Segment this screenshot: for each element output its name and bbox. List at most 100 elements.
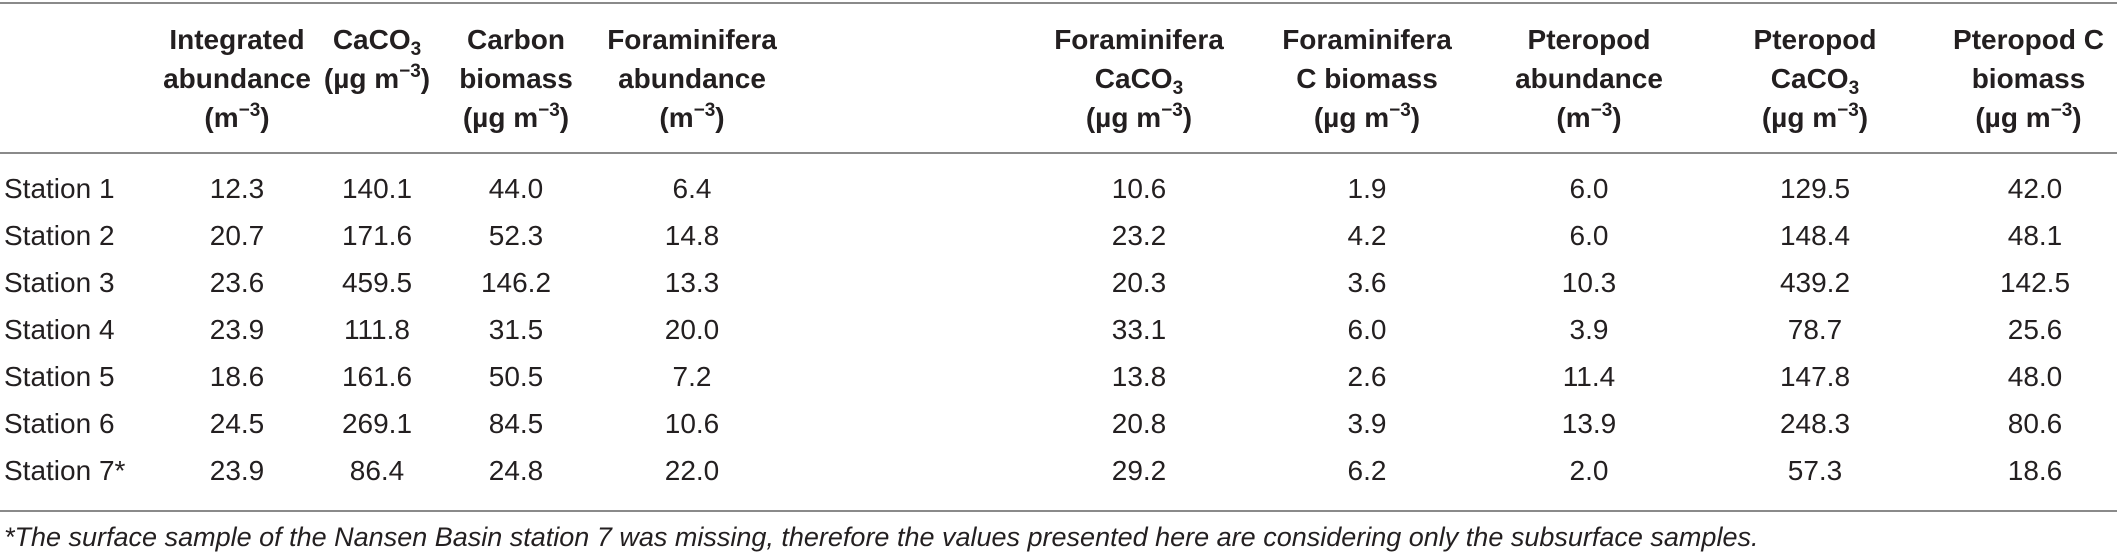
table-cell: 269.1 xyxy=(341,408,413,439)
header-unit: (m−3) xyxy=(1515,98,1663,137)
header-unit: (µg m−3) xyxy=(1953,98,2104,137)
table-row: Station 2 20.7 171.6 52.3 14.8 23.2 4.2 6.0 148.… xyxy=(0,212,2117,259)
table-cell: 78.7 xyxy=(1787,314,1843,345)
header-pteropod-abundance: Pteropod abundance (m−3) xyxy=(1494,20,1684,142)
row-label: Station 1 xyxy=(4,173,115,204)
unit-text: ) xyxy=(715,102,725,133)
table-row: Station 1 12.3 140.1 44.0 6.4 10.6 1.9 6.0 129.5… xyxy=(0,165,2117,212)
unit-text: (m xyxy=(204,102,239,133)
unit-exponent: −3 xyxy=(1161,100,1183,121)
table-cell: 6.0 xyxy=(1569,220,1609,251)
unit-exponent: −3 xyxy=(238,100,261,121)
unit-text: (µg m xyxy=(1975,102,2051,133)
subscript: 3 xyxy=(410,39,422,60)
table-bottom-rule xyxy=(0,510,2117,512)
table-cell: 80.6 xyxy=(2007,408,2063,439)
subscript: 3 xyxy=(1848,78,1860,99)
table-row: Station 5 18.6 161.6 50.5 7.2 13.8 2.6 11.4 147.… xyxy=(0,353,2117,400)
header-text: CaCO xyxy=(332,24,411,55)
row-label: Station 2 xyxy=(4,220,115,251)
table-cell: 33.1 xyxy=(1111,314,1167,345)
unit-exponent: −3 xyxy=(1837,100,1859,121)
header-line: biomass xyxy=(1971,63,2086,94)
header-pteropod-c-biomass: Pteropod C biomass (µg m−3) xyxy=(1940,20,2117,142)
header-unit: (µg m−3) xyxy=(459,98,573,137)
table-cell: 1.9 xyxy=(1347,173,1387,204)
table-footnote: *The surface sample of the Nansen Basin … xyxy=(4,522,1759,552)
table-cell: 161.6 xyxy=(341,361,413,392)
header-line: Pteropod C xyxy=(1953,24,2104,55)
table-cell: 4.2 xyxy=(1347,220,1387,251)
table-cell: 84.5 xyxy=(488,408,544,439)
table-cell: 2.6 xyxy=(1347,361,1387,392)
unit-exponent: −3 xyxy=(1389,100,1411,121)
table-cell: 23.6 xyxy=(209,267,265,298)
table-row: Station 6 24.5 269.1 84.5 10.6 20.8 3.9 13.9 248… xyxy=(0,400,2117,447)
table-cell: 6.0 xyxy=(1569,173,1609,204)
table-cell: 6.2 xyxy=(1347,455,1387,486)
unit-text: ) xyxy=(1182,102,1193,133)
unit-text: ) xyxy=(1410,102,1421,133)
table-cell: 146.2 xyxy=(480,267,552,298)
table-cell: 23.2 xyxy=(1111,220,1167,251)
unit-exponent: −3 xyxy=(2050,100,2073,121)
header-carbon-biomass: Carbon biomass (µg m−3) xyxy=(421,20,611,142)
table-cell: 57.3 xyxy=(1787,455,1843,486)
table-cell: 44.0 xyxy=(488,173,544,204)
table-cell: 25.6 xyxy=(2007,314,2063,345)
header-foraminifera-abundance: Foraminifera abundance (m−3) xyxy=(587,20,797,142)
table-cell: 12.3 xyxy=(209,173,265,204)
table-cell: 6.0 xyxy=(1347,314,1387,345)
header-line: Pteropod xyxy=(1753,24,1877,55)
table-cell: 148.4 xyxy=(1779,220,1851,251)
header-unit: (µg m−3) xyxy=(1054,98,1224,137)
table-cell: 20.8 xyxy=(1111,408,1167,439)
header-pteropod-caco3: Pteropod CaCO3 (µg m−3) xyxy=(1720,20,1910,142)
table-row: Station 4 23.9 111.8 31.5 20.0 33.1 6.0 3.9 78.7… xyxy=(0,306,2117,353)
table-cell: 18.6 xyxy=(209,361,265,392)
header-line: biomass xyxy=(459,63,573,94)
table-cell: 10.3 xyxy=(1561,267,1617,298)
header-line: abundance xyxy=(618,63,766,94)
table-cell: 23.9 xyxy=(209,314,265,345)
header-text: CaCO xyxy=(1094,63,1173,94)
unit-exponent: −3 xyxy=(538,100,560,121)
table-cell: 31.5 xyxy=(488,314,544,345)
row-label: Station 3 xyxy=(4,267,115,298)
unit-exponent: −3 xyxy=(399,61,421,82)
table-cell: 439.2 xyxy=(1779,267,1851,298)
unit-exponent: −3 xyxy=(1590,100,1613,121)
table-row: Station 3 23.6 459.5 146.2 13.3 20.3 3.6 10.3 43… xyxy=(0,259,2117,306)
header-line: Foraminifera xyxy=(607,24,777,55)
table-cell: 18.6 xyxy=(2007,455,2063,486)
table-cell: 10.6 xyxy=(1111,173,1167,204)
header-line: CaCO3 xyxy=(1754,59,1877,98)
table-cell: 2.0 xyxy=(1569,455,1609,486)
unit-text: (m xyxy=(659,102,694,133)
header-unit: (m−3) xyxy=(163,98,311,137)
table-cell: 111.8 xyxy=(344,314,410,345)
table-cell: 11.4 xyxy=(1562,361,1616,392)
row-label: Station 6 xyxy=(4,408,115,439)
table-cell: 13.8 xyxy=(1111,361,1167,392)
table-cell: 248.3 xyxy=(1779,408,1851,439)
unit-text: (µg m xyxy=(1313,102,1390,133)
header-line: Foraminifera xyxy=(1282,24,1452,55)
header-caco3: CaCO3 (µg m−3) xyxy=(282,20,472,142)
table-cell: 22.0 xyxy=(664,455,720,486)
table-cell: 86.4 xyxy=(349,455,405,486)
unit-text: ) xyxy=(260,102,270,133)
row-label: Station 4 xyxy=(4,314,115,345)
unit-text: ) xyxy=(420,63,431,94)
header-line: C biomass xyxy=(1296,63,1438,94)
table-cell: 7.2 xyxy=(672,361,712,392)
unit-text: ) xyxy=(559,102,570,133)
unit-text: ) xyxy=(1858,102,1869,133)
table-cell: 13.3 xyxy=(664,267,720,298)
header-line: abundance xyxy=(1515,63,1663,94)
header-unit: (µg m−3) xyxy=(324,59,430,98)
table-cell: 42.0 xyxy=(2007,173,2063,204)
header-foraminifera-c-biomass: Foraminifera C biomass (µg m−3) xyxy=(1262,20,1472,142)
table-cell: 3.9 xyxy=(1347,408,1387,439)
